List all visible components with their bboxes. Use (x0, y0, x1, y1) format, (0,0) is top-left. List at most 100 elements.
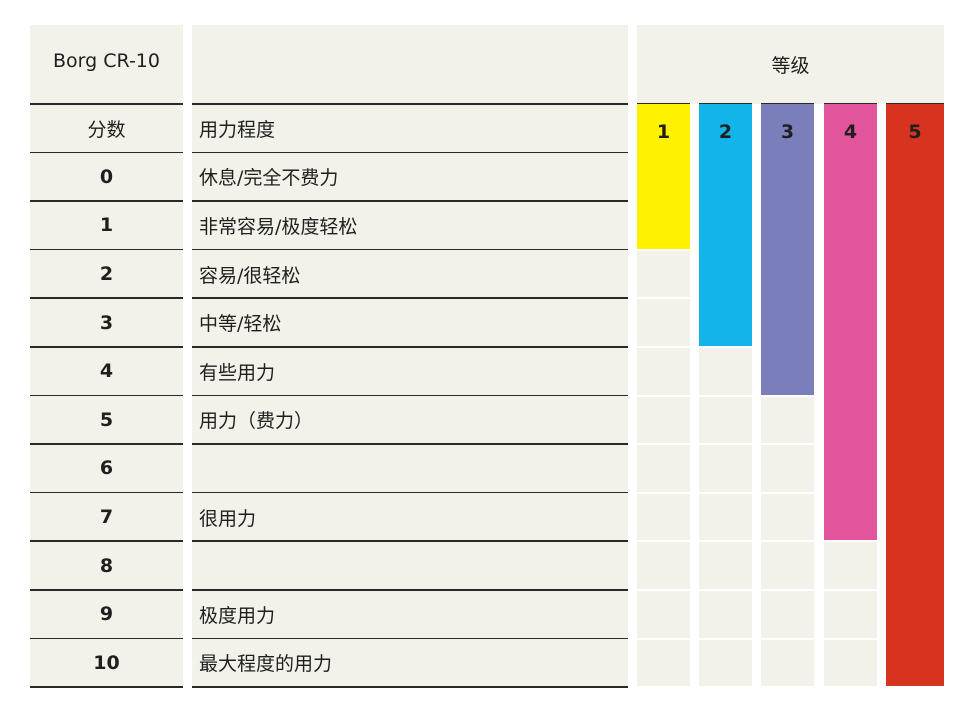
row-divider (637, 103, 690, 105)
level-label-4: 4 (843, 121, 858, 143)
row-divider (192, 346, 628, 348)
row-divider (761, 443, 814, 446)
row-divider (192, 589, 628, 591)
row-divider (886, 686, 944, 689)
levels-header: 等级 (771, 55, 810, 77)
row-divider (192, 443, 628, 445)
row-divider (192, 248, 628, 251)
middle-column-panel (192, 25, 628, 686)
row-divider (761, 686, 814, 689)
row-divider (637, 540, 690, 543)
row-effort-label: 休息/完全不费力 (199, 167, 339, 190)
score-column-header: 分数 (87, 118, 126, 141)
row-divider (699, 589, 752, 591)
row-divider (761, 589, 814, 591)
row-score: 0 (99, 165, 114, 188)
row-divider (30, 637, 183, 640)
row-divider (637, 637, 690, 640)
row-score: 10 (93, 651, 120, 674)
row-effort-label: 最大程度的用力 (199, 653, 333, 676)
left-column-panel (30, 25, 183, 686)
row-divider (761, 540, 814, 543)
row-divider (30, 443, 183, 445)
row-divider (637, 443, 690, 446)
level-label-1: 1 (656, 121, 671, 143)
levels-gap-3 (814, 104, 824, 686)
level-label-2: 2 (718, 121, 733, 143)
row-divider (30, 297, 183, 299)
level-bar-4 (824, 104, 877, 541)
row-divider (637, 491, 690, 494)
row-divider (30, 589, 183, 591)
effort-column-header: 用力程度 (199, 118, 276, 141)
level-bar-5 (886, 104, 944, 686)
row-effort-label: 非常容易/极度轻松 (199, 215, 358, 238)
row-divider (824, 103, 877, 105)
row-divider (30, 346, 183, 348)
row-divider (699, 443, 752, 446)
row-effort-label: 用力（费力） (199, 410, 314, 433)
row-divider (699, 686, 752, 689)
row-divider (30, 686, 183, 688)
row-divider (192, 297, 628, 299)
row-divider (761, 103, 814, 105)
level-bar-1 (637, 104, 690, 249)
row-divider (824, 589, 877, 591)
row-divider (824, 686, 877, 689)
row-divider (30, 394, 183, 397)
row-effort-label: 中等/轻松 (199, 313, 282, 336)
level-label-5: 5 (908, 121, 922, 143)
row-score: 4 (99, 360, 114, 383)
row-divider (30, 248, 183, 251)
corner-label: Borg CR-10 (53, 50, 160, 72)
row-effort-label (199, 444, 628, 493)
row-effort-label: 很用力 (199, 507, 257, 530)
row-divider (699, 394, 752, 397)
row-score: 3 (99, 311, 114, 334)
levels-gap-4 (877, 104, 886, 686)
row-score: 6 (99, 457, 114, 480)
row-divider (30, 200, 183, 202)
row-effort-label: 容易/很轻松 (199, 264, 301, 287)
row-divider (192, 540, 628, 542)
row-divider (30, 151, 183, 154)
row-score: 8 (99, 554, 114, 577)
row-divider (699, 346, 752, 348)
row-score: 7 (99, 506, 114, 529)
row-divider (761, 491, 814, 494)
row-divider (192, 151, 628, 154)
levels-gap-2 (752, 104, 761, 686)
row-divider (699, 637, 752, 640)
row-score: 2 (99, 263, 114, 286)
level-label-3: 3 (780, 121, 795, 143)
row-effort-label (199, 541, 628, 590)
row-score: 5 (99, 408, 114, 431)
row-divider (824, 637, 877, 640)
row-divider (30, 103, 183, 105)
row-divider (637, 394, 690, 397)
row-divider (699, 103, 752, 105)
row-divider (699, 540, 752, 543)
row-divider (886, 103, 944, 105)
level-bar-2 (699, 104, 752, 346)
row-divider (192, 394, 628, 397)
row-score: 9 (99, 603, 114, 626)
row-divider (761, 394, 814, 397)
row-score: 1 (99, 214, 114, 237)
row-divider (192, 103, 628, 105)
row-divider (192, 637, 628, 640)
row-divider (637, 346, 690, 348)
row-divider (192, 491, 628, 494)
row-effort-label: 有些用力 (199, 361, 276, 384)
row-divider (637, 248, 690, 251)
row-divider (699, 491, 752, 494)
row-divider (30, 540, 183, 542)
row-divider (192, 200, 628, 202)
level-bar-3 (761, 104, 814, 395)
levels-gap-1 (690, 104, 699, 686)
row-divider (824, 540, 877, 543)
row-divider (637, 297, 690, 300)
row-divider (761, 637, 814, 640)
row-effort-label: 极度用力 (199, 604, 276, 627)
row-divider (30, 491, 183, 494)
